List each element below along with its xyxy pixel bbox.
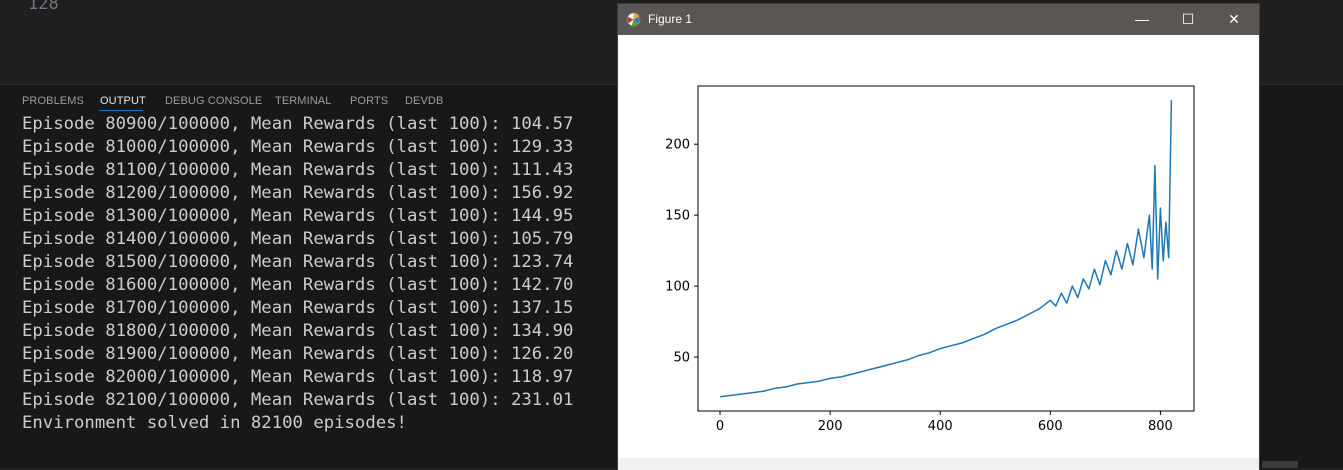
- output-line: Episode 81600/100000, Mean Rewards (last…: [22, 275, 574, 295]
- output-line: Episode 81800/100000, Mean Rewards (last…: [22, 321, 574, 341]
- output-line: Episode 81300/100000, Mean Rewards (last…: [22, 206, 574, 226]
- y-tick-label: 100: [665, 280, 690, 295]
- figure-window: Figure 1 — ☐ ✕ 0 200 400 600 800 50 100 150 200: [617, 3, 1260, 470]
- y-tick-label: 50: [673, 351, 690, 366]
- close-button[interactable]: ✕: [1228, 11, 1240, 27]
- axes-frame: [697, 85, 1195, 412]
- x-tick-label: 200: [818, 419, 843, 434]
- tab-debug-console[interactable]: DEBUG CONSOLE: [165, 95, 263, 107]
- minimize-button[interactable]: —: [1135, 11, 1149, 27]
- figure-title: Figure 1: [648, 12, 693, 26]
- maximize-button[interactable]: ☐: [1181, 11, 1195, 27]
- series-line: [719, 100, 1173, 398]
- output-line: Environment solved in 82100 episodes!: [22, 413, 407, 433]
- output-line: Episode 81400/100000, Mean Rewards (last…: [22, 229, 574, 249]
- figure-toolbar: [618, 458, 1259, 470]
- output-line: Episode 81500/100000, Mean Rewards (last…: [22, 252, 574, 272]
- tab-terminal[interactable]: TERMINAL: [275, 95, 332, 107]
- output-line: Episode 81700/100000, Mean Rewards (last…: [22, 298, 574, 318]
- x-tick-label: 400: [928, 419, 953, 434]
- output-line: Episode 80900/100000, Mean Rewards (last…: [22, 114, 574, 134]
- output-line: Episode 81100/100000, Mean Rewards (last…: [22, 160, 574, 180]
- status-bar-notification[interactable]: [1262, 461, 1298, 468]
- x-tick-label: 800: [1148, 419, 1173, 434]
- output-line: Episode 81000/100000, Mean Rewards (last…: [22, 137, 574, 157]
- tab-output[interactable]: OUTPUT: [100, 95, 146, 107]
- y-tick-label: 150: [665, 209, 690, 224]
- output-line: Episode 82000/100000, Mean Rewards (last…: [22, 367, 574, 387]
- active-tab-indicator: [99, 110, 143, 111]
- tab-problems[interactable]: PROBLEMS: [22, 95, 84, 107]
- chart-canvas[interactable]: 0 200 400 600 800 50 100 150 200: [618, 35, 1257, 458]
- output-line: Episode 81200/100000, Mean Rewards (last…: [22, 183, 574, 203]
- output-line: Episode 82100/100000, Mean Rewards (last…: [22, 390, 574, 410]
- x-tick-label: 600: [1038, 419, 1063, 434]
- tab-ports[interactable]: PORTS: [350, 95, 389, 107]
- y-tick-label: 200: [665, 138, 690, 153]
- x-tick-label: 0: [716, 419, 724, 434]
- output-line: Episode 81900/100000, Mean Rewards (last…: [22, 344, 574, 364]
- matplotlib-icon: [626, 12, 641, 27]
- line-number: 128: [28, 0, 59, 14]
- figure-title-bar[interactable]: Figure 1 — ☐ ✕: [618, 4, 1259, 35]
- tab-devdb[interactable]: DEVDB: [405, 95, 444, 107]
